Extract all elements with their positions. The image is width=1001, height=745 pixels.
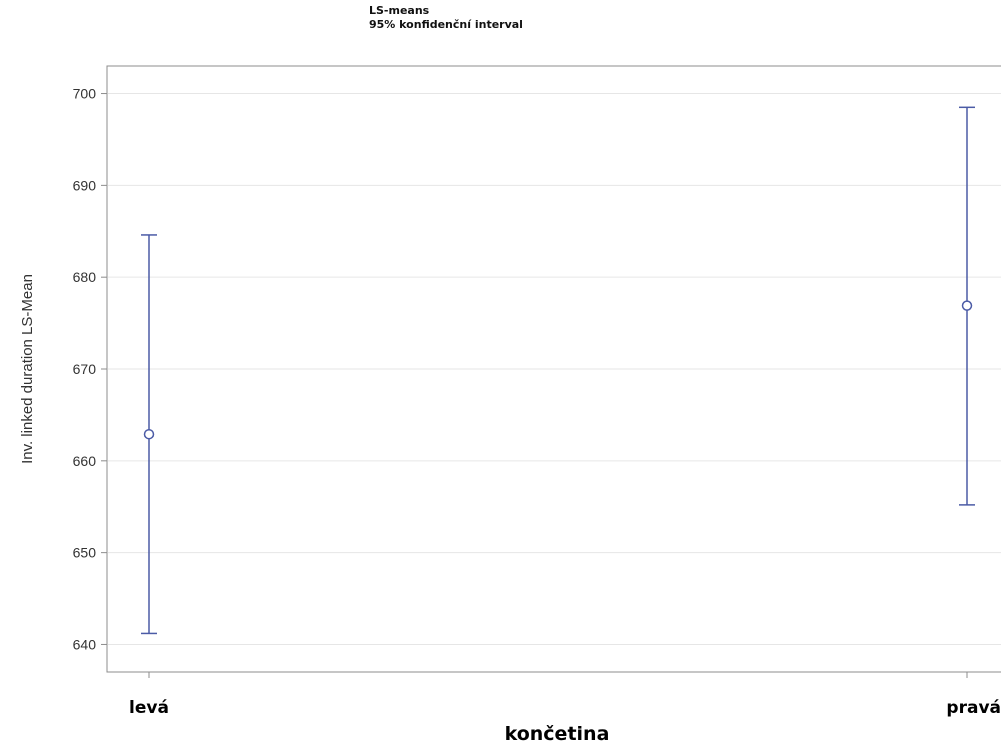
x-tick-label: pravá xyxy=(946,698,1001,718)
x-tick-label: levá xyxy=(129,698,169,718)
lsmean-point xyxy=(143,428,155,440)
y-axis: 640 650 660 670 680 690 700 xyxy=(73,86,107,652)
y-axis-label: Inv. linked duration LS-Mean xyxy=(19,274,36,464)
x-axis: levá pravá xyxy=(129,672,1001,718)
series-lsmeans xyxy=(141,106,975,635)
legend-confidence-interval: 95% konfidenční interval xyxy=(369,18,523,31)
y-tick-label: 640 xyxy=(73,636,97,652)
y-tick-label: 660 xyxy=(73,453,97,469)
y-tick-label: 680 xyxy=(73,269,97,285)
y-tick-label: 690 xyxy=(73,177,97,193)
x-axis-label: končetina xyxy=(505,723,610,745)
legend-lsmeans: LS-means xyxy=(369,4,430,17)
lsmean-point xyxy=(961,300,973,311)
y-tick-label: 670 xyxy=(73,361,97,377)
y-tick-label: 650 xyxy=(73,545,97,561)
gridlines xyxy=(108,93,1001,645)
y-tick-label: 700 xyxy=(73,86,97,102)
